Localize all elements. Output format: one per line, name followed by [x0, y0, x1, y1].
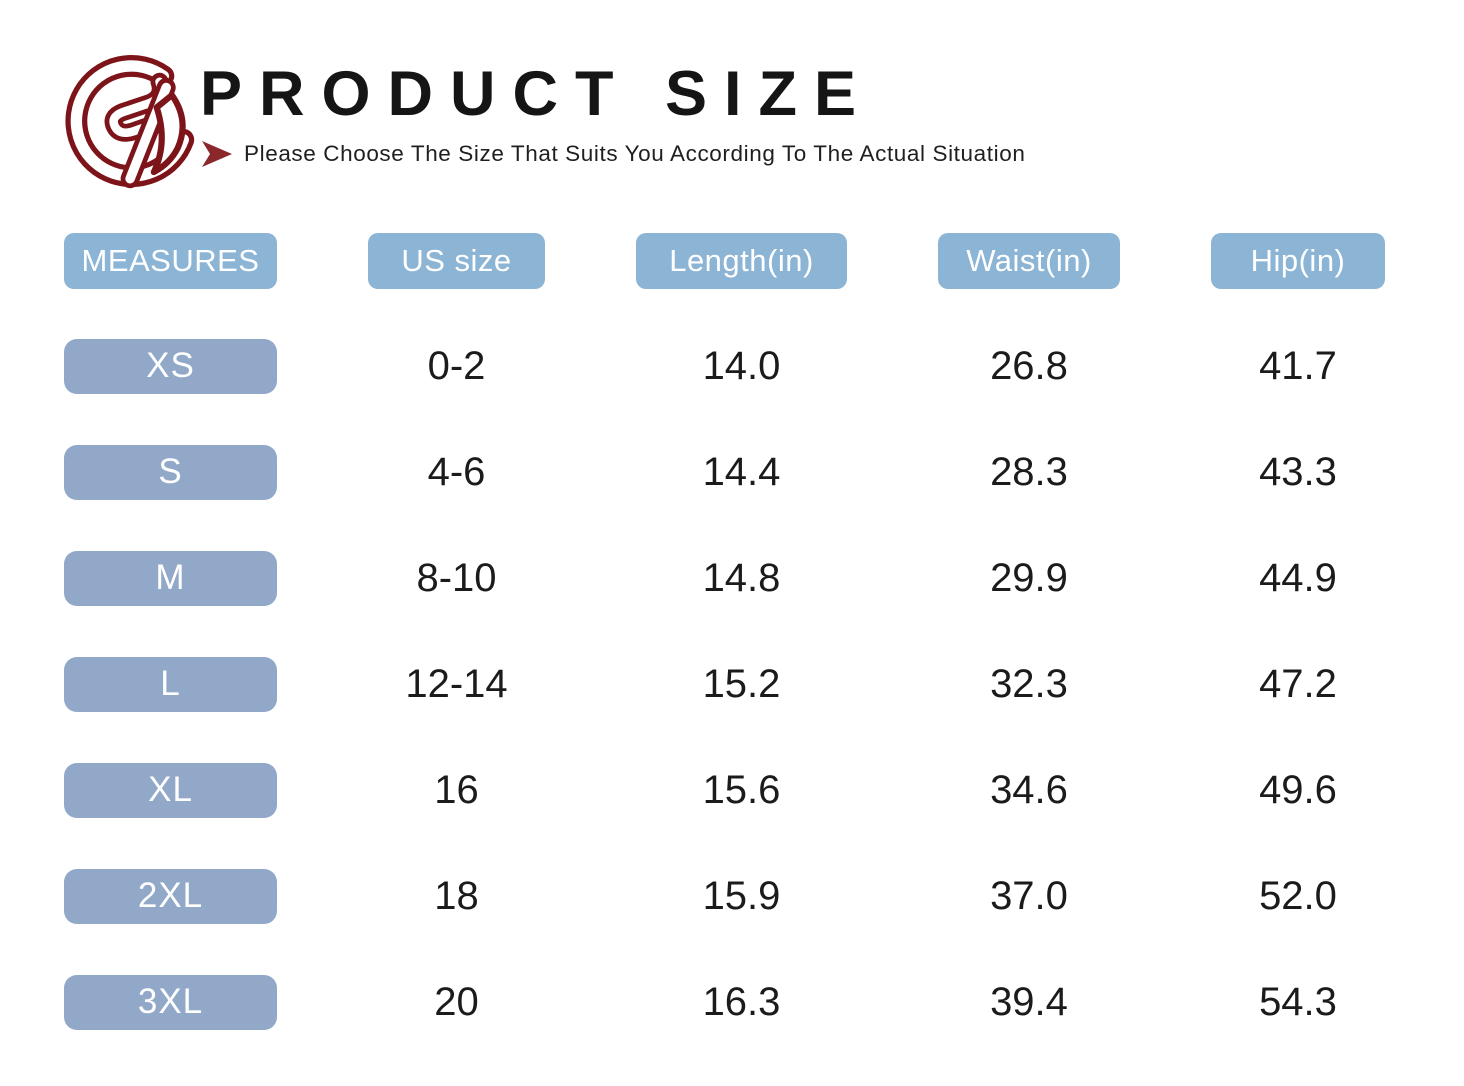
us-size-value: 8-10 — [416, 555, 497, 600]
us-size-value: 18 — [434, 873, 479, 918]
table-row-m: M 8-10 14.8 29.9 44.9 — [64, 525, 1385, 631]
page-subtitle: Please Choose The Size That Suits You Ac… — [244, 141, 1026, 167]
us-size-value: 4-6 — [427, 449, 486, 494]
table-row-xs: XS 0-2 14.0 26.8 41.7 — [64, 313, 1385, 419]
length-value: 14.4 — [702, 449, 781, 494]
length-value: 15.9 — [702, 873, 781, 918]
waist-value: 26.8 — [990, 343, 1068, 388]
table-header-row: MEASURES US size Length(in) Waist(in) Hi… — [64, 232, 1385, 290]
length-value: 14.8 — [702, 555, 781, 600]
us-size-value: 0-2 — [427, 343, 486, 388]
waist-value: 32.3 — [990, 661, 1068, 706]
size-badge: 2XL — [64, 868, 277, 924]
waist-value: 29.9 — [990, 555, 1068, 600]
size-table: MEASURES US size Length(in) Waist(in) Hi… — [64, 232, 1385, 1055]
size-badge: 3XL — [64, 974, 277, 1030]
subtitle-row: Please Choose The Size That Suits You Ac… — [202, 141, 1026, 168]
column-header-us-size: US size — [368, 233, 545, 289]
hip-value: 52.0 — [1259, 873, 1337, 918]
table-row-3xl: 3XL 20 16.3 39.4 54.3 — [64, 949, 1385, 1055]
waist-value: 37.0 — [990, 873, 1068, 918]
length-value: 14.0 — [702, 343, 781, 388]
hip-value: 43.3 — [1259, 449, 1337, 494]
column-header-waist: Waist(in) — [938, 233, 1120, 289]
waist-value: 39.4 — [990, 979, 1068, 1024]
length-value: 16.3 — [702, 979, 781, 1024]
waist-value: 34.6 — [990, 767, 1068, 812]
arrow-right-icon — [202, 141, 232, 168]
title-block: PRODUCT SIZE Please Choose The Size That… — [200, 59, 1026, 168]
column-header-length: Length(in) — [636, 233, 847, 289]
table-row-s: S 4-6 14.4 28.3 43.3 — [64, 419, 1385, 525]
hip-value: 54.3 — [1259, 979, 1337, 1024]
us-size-value: 16 — [434, 767, 479, 812]
table-row-xl: XL 16 15.6 34.6 49.6 — [64, 737, 1385, 843]
us-size-value: 20 — [434, 979, 479, 1024]
length-value: 15.2 — [702, 661, 781, 706]
table-row-2xl: 2XL 18 15.9 37.0 52.0 — [64, 843, 1385, 949]
hip-value: 41.7 — [1259, 343, 1337, 388]
waist-value: 28.3 — [990, 449, 1068, 494]
us-size-value: 12-14 — [405, 661, 508, 706]
page-title: PRODUCT SIZE — [200, 59, 874, 129]
column-header-hip: Hip(in) — [1211, 233, 1385, 289]
size-badge: XL — [64, 762, 277, 818]
hip-value: 44.9 — [1259, 555, 1337, 600]
size-badge: L — [64, 656, 277, 712]
hip-value: 47.2 — [1259, 661, 1337, 706]
size-badge: M — [64, 550, 277, 606]
size-badge: XS — [64, 338, 277, 394]
size-badge: S — [64, 444, 277, 500]
hip-value: 49.6 — [1259, 767, 1337, 812]
table-row-l: L 12-14 15.2 32.3 47.2 — [64, 631, 1385, 737]
column-header-measures: MEASURES — [64, 233, 277, 289]
brand-g-monogram-icon — [56, 40, 208, 192]
length-value: 15.6 — [702, 767, 781, 812]
